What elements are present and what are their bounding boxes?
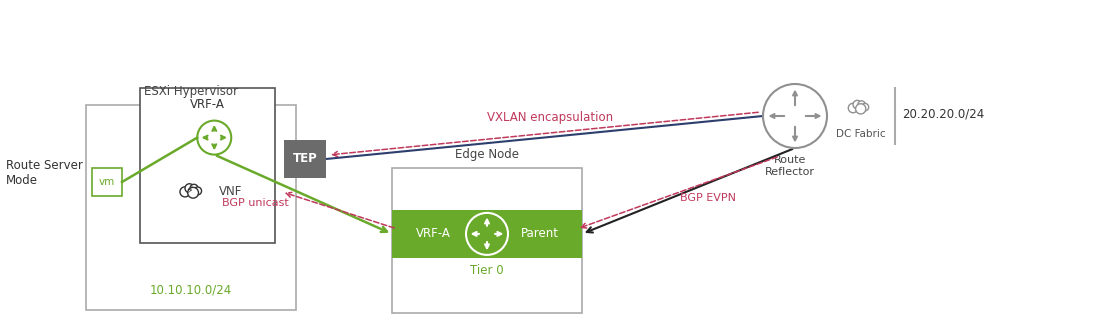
FancyBboxPatch shape [86, 105, 296, 310]
FancyBboxPatch shape [392, 210, 582, 258]
Text: BGP EVPN: BGP EVPN [680, 193, 736, 203]
Text: VNF: VNF [219, 185, 243, 198]
Circle shape [848, 103, 858, 113]
Text: VRF-A: VRF-A [190, 98, 224, 111]
Circle shape [194, 187, 201, 195]
Circle shape [180, 187, 190, 197]
Text: ⚡: ⚡ [186, 186, 194, 196]
Text: TEP: TEP [293, 153, 318, 166]
Circle shape [854, 100, 861, 109]
FancyBboxPatch shape [284, 140, 326, 178]
Text: VXLAN encapsulation: VXLAN encapsulation [487, 111, 613, 124]
FancyBboxPatch shape [92, 168, 122, 196]
Circle shape [185, 184, 194, 193]
FancyBboxPatch shape [140, 88, 275, 243]
Circle shape [861, 103, 869, 111]
Circle shape [856, 104, 866, 114]
Circle shape [190, 184, 198, 192]
Text: ESXi Hypervisor: ESXi Hypervisor [144, 85, 238, 98]
Circle shape [858, 101, 866, 108]
Text: VRF-A: VRF-A [417, 227, 451, 240]
Circle shape [188, 187, 198, 198]
Text: DC Fabric: DC Fabric [836, 129, 886, 139]
Text: Edge Node: Edge Node [455, 148, 519, 161]
Text: vm: vm [99, 177, 116, 187]
Text: Route
Reflector: Route Reflector [764, 155, 815, 176]
Text: Route Server
Mode: Route Server Mode [6, 159, 82, 187]
Text: 10.10.10.0/24: 10.10.10.0/24 [150, 283, 232, 297]
Text: Parent: Parent [521, 227, 559, 240]
FancyBboxPatch shape [392, 168, 582, 313]
Text: BGP unicast: BGP unicast [221, 198, 288, 208]
Text: Tier 0: Tier 0 [470, 264, 504, 277]
Text: 20.20.20.0/24: 20.20.20.0/24 [902, 108, 985, 120]
